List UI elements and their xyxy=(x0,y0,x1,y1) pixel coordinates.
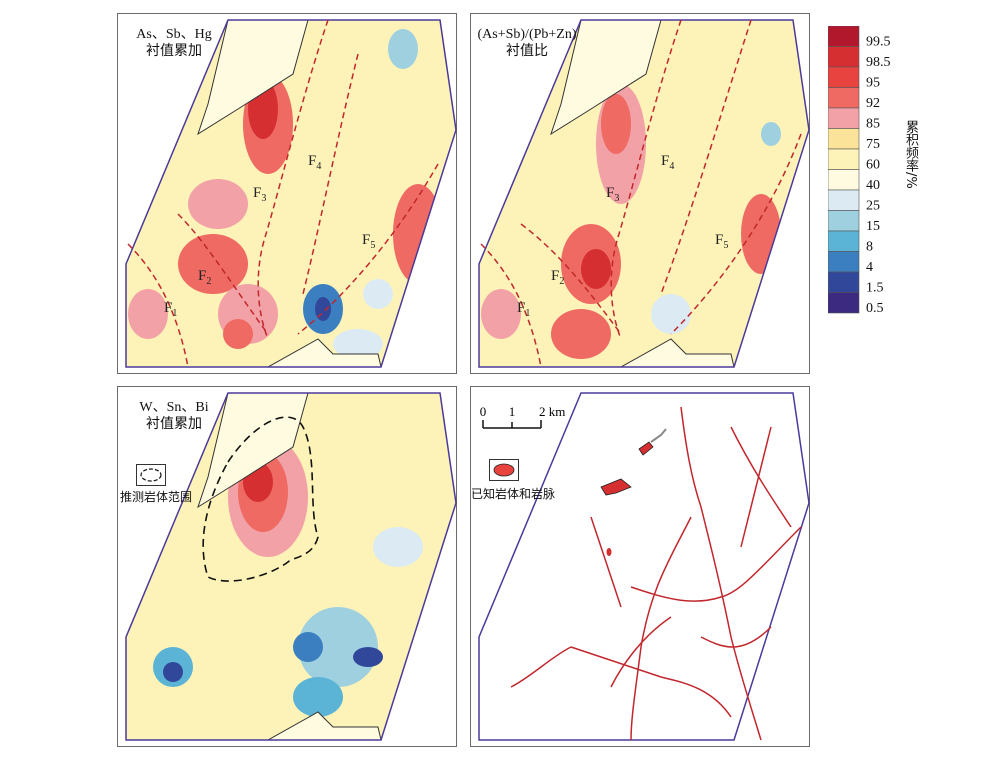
legend-swatch xyxy=(828,66,860,88)
scale-tick-2: 2 km xyxy=(539,404,565,419)
fault-label-f1: F1 xyxy=(164,300,177,319)
geochem-map-1: F4 F3 F5 F2 F1 xyxy=(125,19,457,368)
legend-swatch xyxy=(828,46,860,68)
legend-level-label: 99.5 xyxy=(866,34,891,49)
legend-title: 累积频率/% xyxy=(903,120,918,189)
legend-swatch xyxy=(828,292,860,314)
fault-label-f4: F4 xyxy=(308,153,321,172)
legend-swatch xyxy=(828,251,860,273)
fault-label-f2: F2 xyxy=(198,268,211,287)
fault-labels-1: F4 F3 F5 F2 F1 xyxy=(164,153,375,319)
geochem-map-3 xyxy=(125,392,457,741)
legend-swatch xyxy=(828,148,860,170)
legend-level-label: 8 xyxy=(866,239,873,254)
inferred-intrusion-outline xyxy=(202,416,319,582)
dike-lines xyxy=(510,406,802,741)
known-rock-legend-icon xyxy=(489,459,519,481)
map-panel-known-rocks: 0 1 2 km 已知岩体和岩脉 xyxy=(470,386,810,747)
geochem-map-2: F4 F3 F5 F2 F1 xyxy=(478,19,810,368)
map-panel-ratio: F4 F3 F5 F2 F1 (As+Sb)/(Pb+Zn) 衬值比 xyxy=(470,13,810,374)
fault-label-f5: F5 xyxy=(715,232,728,251)
scale-bar: 0 1 2 km xyxy=(480,404,565,429)
map-panel-w-sn-bi: W、Sn、Bi 衬值累加 推测岩体范围 xyxy=(117,386,457,747)
structure-map xyxy=(478,392,810,741)
legend-level-label: 95 xyxy=(866,75,880,90)
legend-swatch xyxy=(828,107,860,129)
fault-labels-2: F4 F3 F5 F2 F1 xyxy=(517,153,728,319)
legend-level-label: 15 xyxy=(866,219,880,234)
known-intrusion-shape xyxy=(600,478,632,496)
legend-level-label: 4 xyxy=(866,260,873,275)
legend-swatch xyxy=(828,26,860,47)
cumulative-frequency-legend: 99.5 98.5 95 92 85 75 60 40 25 15 8 4 1.5 0.5 xyxy=(828,26,891,316)
panel-title-1: As、Sb、Hg 衬值累加 xyxy=(136,27,212,59)
legend-swatch xyxy=(828,87,860,109)
inferred-intrusion-legend-label: 推测岩体范围 xyxy=(120,490,193,504)
legend-level-label: 85 xyxy=(866,116,880,131)
panel-title-2: (As+Sb)/(Pb+Zn) 衬值比 xyxy=(477,27,577,59)
fault-label-f3: F3 xyxy=(606,185,619,204)
legend-swatch xyxy=(828,189,860,211)
legend-level-label: 98.5 xyxy=(866,55,891,70)
fault-label-f4: F4 xyxy=(661,153,674,172)
legend-level-label: 1.5 xyxy=(866,280,884,295)
fault-label-f1: F1 xyxy=(517,300,530,319)
fault-label-f3: F3 xyxy=(253,185,266,204)
legend-level-label: 92 xyxy=(866,96,880,111)
legend-level-label: 75 xyxy=(866,137,880,152)
map-panel-as-sb-hg: F4 F3 F5 F2 F1 As、Sb、Hg 衬值累加 xyxy=(117,13,457,374)
scale-tick-1: 1 xyxy=(509,404,516,419)
legend-level-label: 40 xyxy=(866,178,880,193)
legend-swatch xyxy=(828,230,860,252)
legend-level-label: 60 xyxy=(866,157,880,172)
legend-level-label: 25 xyxy=(866,198,880,213)
legend-swatch xyxy=(828,271,860,293)
scale-tick-0: 0 xyxy=(480,404,487,419)
panel-title-3: W、Sn、Bi 衬值累加 xyxy=(139,400,209,432)
inferred-intrusion-legend-icon xyxy=(136,464,166,486)
legend-swatch xyxy=(828,169,860,191)
legend-swatch xyxy=(828,128,860,150)
known-rock-legend-label: 已知岩体和岩脉 xyxy=(471,487,556,501)
legend-swatch xyxy=(828,210,860,232)
fault-label-f2: F2 xyxy=(551,268,564,287)
legend-level-label: 0.5 xyxy=(866,301,884,316)
fault-label-f5: F5 xyxy=(362,232,375,251)
